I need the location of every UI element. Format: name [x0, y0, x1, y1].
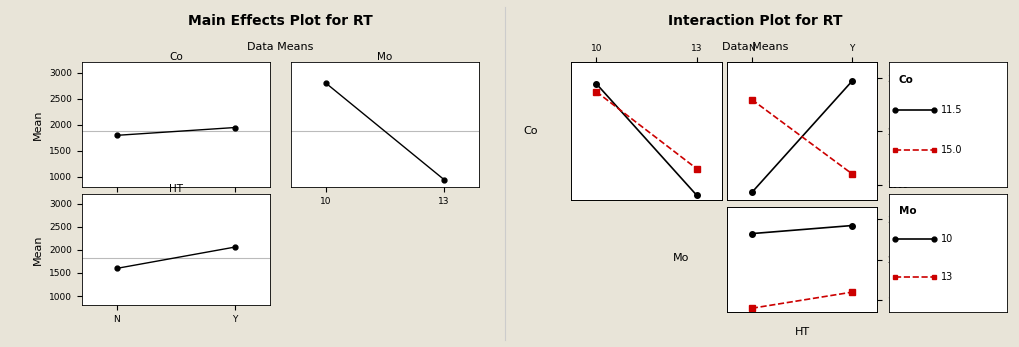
Text: HT: HT	[794, 327, 809, 337]
Text: Interaction Plot for RT: Interaction Plot for RT	[666, 14, 842, 28]
Text: Co: Co	[898, 75, 913, 85]
Text: 15.0: 15.0	[941, 145, 962, 155]
Text: 10: 10	[941, 234, 953, 244]
Text: Co: Co	[523, 126, 537, 136]
Text: Data Means: Data Means	[247, 42, 314, 52]
Y-axis label: Mean: Mean	[34, 235, 43, 265]
Title: Mo: Mo	[377, 52, 392, 62]
Text: 11.5: 11.5	[941, 105, 962, 115]
Text: Mo: Mo	[672, 253, 689, 263]
Title: Co: Co	[169, 52, 182, 62]
Text: 13: 13	[941, 272, 953, 282]
Y-axis label: Mean: Mean	[34, 110, 43, 140]
Text: Data Means: Data Means	[720, 42, 788, 52]
Text: Mo: Mo	[898, 206, 915, 216]
Title: HT: HT	[169, 184, 182, 194]
Text: Main Effects Plot for RT: Main Effects Plot for RT	[187, 14, 373, 28]
